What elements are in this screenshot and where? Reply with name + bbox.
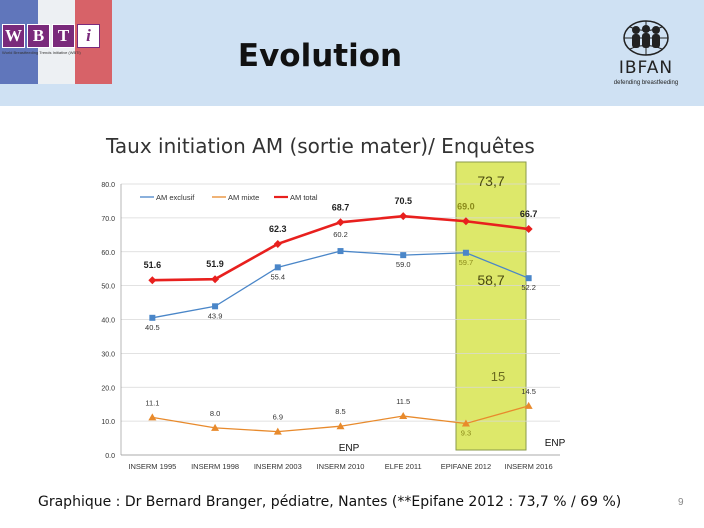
ibfan-name: IBFAN — [618, 58, 674, 78]
wbti-letters: W B T i — [2, 24, 102, 56]
x-tick-label: INSERM 2003 — [254, 462, 302, 471]
data-label: 11.5 — [396, 397, 410, 406]
series-point — [274, 264, 281, 271]
series-point — [273, 427, 282, 435]
ibfan-tagline: defending breastfeeding — [613, 80, 679, 86]
series-point — [148, 413, 157, 421]
y-tick-label: 0.0 — [105, 453, 115, 460]
y-tick-label: 50.0 — [101, 284, 115, 291]
data-label: 9.3 — [461, 428, 471, 437]
epifane-exclusif-annotation: 58,7 — [477, 272, 504, 288]
y-tick-label: 40.0 — [101, 318, 115, 325]
epifane-total-annotation: 73,7 — [477, 173, 504, 189]
data-label: 62.3 — [269, 224, 287, 234]
series-point — [462, 249, 469, 256]
data-label: 51.6 — [144, 260, 162, 270]
x-tick-label: INSERM 2016 — [505, 462, 553, 471]
y-tick-label: 60.0 — [101, 250, 115, 257]
data-label: 59.0 — [396, 260, 411, 269]
enp-2016-annotation: ENP — [545, 438, 566, 449]
x-tick-label: INSERM 1995 — [128, 462, 176, 471]
wbti-logo: W B T i World Breastfeeding Trends Initi… — [0, 0, 112, 84]
series-point — [336, 218, 345, 227]
series-point — [400, 252, 407, 259]
x-tick-label: INSERM 2010 — [317, 462, 365, 471]
data-label: 51.9 — [206, 259, 224, 269]
legend-label: AM mixte — [228, 193, 259, 202]
data-label: 68.7 — [332, 202, 350, 212]
page-number: 9 — [678, 497, 684, 508]
data-label: 66.7 — [520, 209, 538, 219]
series-point — [461, 419, 470, 427]
series-point — [211, 275, 220, 284]
data-label: 40.5 — [145, 323, 160, 332]
ibfan-globe-icon — [623, 20, 669, 56]
series-point — [337, 248, 344, 255]
y-tick-label: 20.0 — [101, 385, 115, 392]
data-label: 52.2 — [521, 283, 536, 292]
series-point — [524, 225, 533, 234]
y-tick-label: 70.0 — [101, 216, 115, 223]
series-point — [525, 275, 532, 282]
data-label: 8.5 — [335, 407, 345, 416]
series-point — [399, 212, 408, 221]
series-point — [336, 422, 345, 430]
series-point — [273, 239, 282, 248]
x-tick-label: INSERM 1998 — [191, 462, 239, 471]
slide-title: Evolution — [237, 38, 403, 74]
series-point — [211, 423, 220, 431]
chart-title: Taux initiation AM (sortie mater)/ Enquê… — [106, 134, 535, 158]
legend-label: AM total — [290, 193, 318, 202]
slide-caption: Graphique : Dr Bernard Branger, pédiatre… — [38, 494, 622, 510]
wbti-subtitle: World Breastfeeding Trends Initiative (W… — [2, 50, 81, 55]
y-tick-label: 80.0 — [101, 182, 115, 189]
data-label: 59.7 — [459, 258, 474, 267]
wbti-letter: W — [2, 24, 25, 48]
data-label: 6.9 — [273, 413, 283, 422]
legend-label: AM exclusif — [156, 193, 195, 202]
data-label: 43.9 — [208, 311, 223, 320]
data-label: 14.5 — [521, 387, 536, 396]
enp-2010-annotation: ENP — [339, 443, 360, 454]
wbti-letter: B — [27, 24, 50, 48]
slide-header: W B T i World Breastfeeding Trends Initi… — [0, 0, 704, 106]
data-label: 69.0 — [457, 201, 475, 211]
x-tick-label: ELFE 2011 — [385, 462, 422, 471]
wbti-letter: T — [52, 24, 75, 48]
epifane-mixte-annotation: 15 — [491, 369, 505, 384]
data-label: 70.5 — [394, 196, 412, 206]
data-label: 60.2 — [333, 230, 348, 239]
data-label: 55.4 — [270, 272, 285, 281]
data-label: 8.0 — [210, 409, 220, 418]
wbti-letter: i — [77, 24, 100, 48]
x-tick-label: EPIFANE 2012 — [441, 462, 491, 471]
epifane-highlight-box — [455, 161, 527, 451]
series-point — [461, 217, 470, 226]
series-point — [148, 276, 157, 285]
y-tick-label: 10.0 — [101, 419, 115, 426]
y-tick-label: 30.0 — [101, 351, 115, 358]
data-label: 11.1 — [145, 398, 159, 407]
series-point — [399, 412, 408, 420]
series-point — [149, 314, 156, 321]
series-point — [524, 401, 533, 409]
series-point — [212, 303, 219, 310]
